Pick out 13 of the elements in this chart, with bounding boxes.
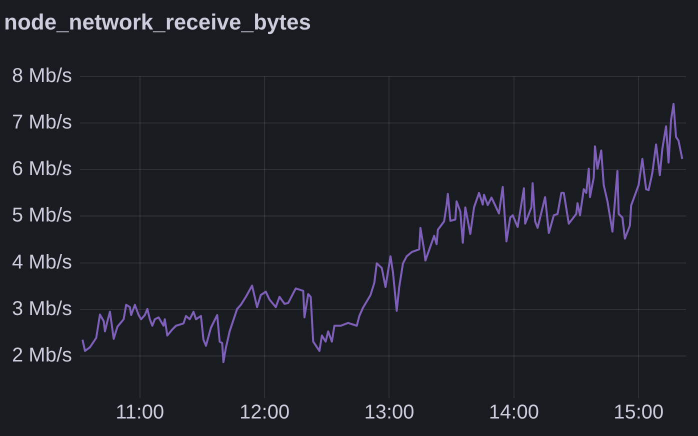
y-tick-label: 5 Mb/s xyxy=(12,204,72,227)
y-tick-label: 7 Mb/s xyxy=(12,112,72,134)
chart-title: node_network_receive_bytes xyxy=(4,9,311,34)
x-tick-label: 13:00 xyxy=(364,402,414,424)
y-tick-label: 6 Mb/s xyxy=(12,158,72,180)
x-tick-label: 14:00 xyxy=(488,402,539,424)
x-tick-label: 15:00 xyxy=(614,402,664,424)
y-tick-label: 2 Mb/s xyxy=(12,344,72,367)
x-tick-label: 11:00 xyxy=(116,402,164,424)
y-tick-label: 4 Mb/s xyxy=(12,251,72,274)
y-tick-label: 8 Mb/s xyxy=(12,64,72,87)
x-tick-label: 12:00 xyxy=(240,402,290,424)
y-tick-label: 3 Mb/s xyxy=(12,298,72,320)
